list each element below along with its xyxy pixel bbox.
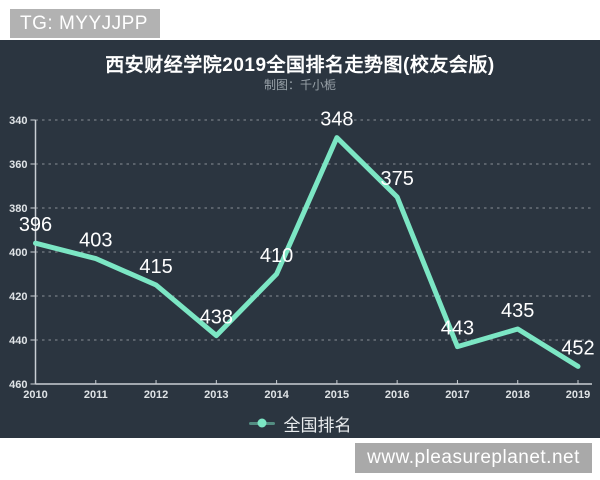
svg-text:403: 403 (79, 230, 112, 252)
svg-text:2014: 2014 (264, 389, 289, 401)
svg-text:435: 435 (501, 300, 534, 322)
svg-text:440: 440 (9, 335, 27, 347)
svg-text:2012: 2012 (144, 389, 168, 401)
svg-text:460: 460 (9, 379, 27, 391)
svg-text:380: 380 (9, 203, 27, 215)
legend-label: 全国排名 (283, 415, 352, 435)
svg-text:452: 452 (561, 337, 594, 359)
svg-text:340: 340 (9, 115, 27, 127)
svg-text:410: 410 (260, 245, 293, 267)
svg-text:2016: 2016 (385, 389, 409, 401)
chart-subtitle: 制图：千小栀 (263, 78, 336, 92)
svg-text:2010: 2010 (23, 389, 47, 401)
svg-text:2011: 2011 (84, 389, 108, 401)
svg-text:438: 438 (200, 307, 233, 329)
svg-text:400: 400 (9, 247, 27, 259)
svg-text:348: 348 (320, 109, 353, 131)
chart-panel: 西安财经学院2019全国排名走势图(校友会版) 制图：千小栀 340 360 380… (0, 40, 600, 438)
svg-text:396: 396 (19, 214, 52, 236)
svg-text:2017: 2017 (445, 389, 469, 401)
svg-text:360: 360 (9, 159, 27, 171)
svg-text:443: 443 (441, 318, 474, 340)
tg-banner: TG: MYYJJPP (10, 9, 160, 38)
legend-dot-icon (257, 418, 266, 428)
svg-text:2013: 2013 (204, 389, 228, 401)
svg-text:415: 415 (139, 256, 172, 278)
svg-text:375: 375 (380, 168, 413, 190)
svg-text:2015: 2015 (325, 389, 349, 401)
chart-title: 西安财经学院2019全国排名走势图(校友会版) (105, 55, 495, 76)
svg-text:420: 420 (9, 291, 27, 303)
legend-line-marker (248, 418, 275, 428)
legend: 全国排名 (0, 411, 600, 435)
watermark: www.pleasureplanet.net (355, 443, 592, 473)
svg-text:2018: 2018 (505, 389, 529, 401)
svg-text:2019: 2019 (566, 389, 590, 401)
